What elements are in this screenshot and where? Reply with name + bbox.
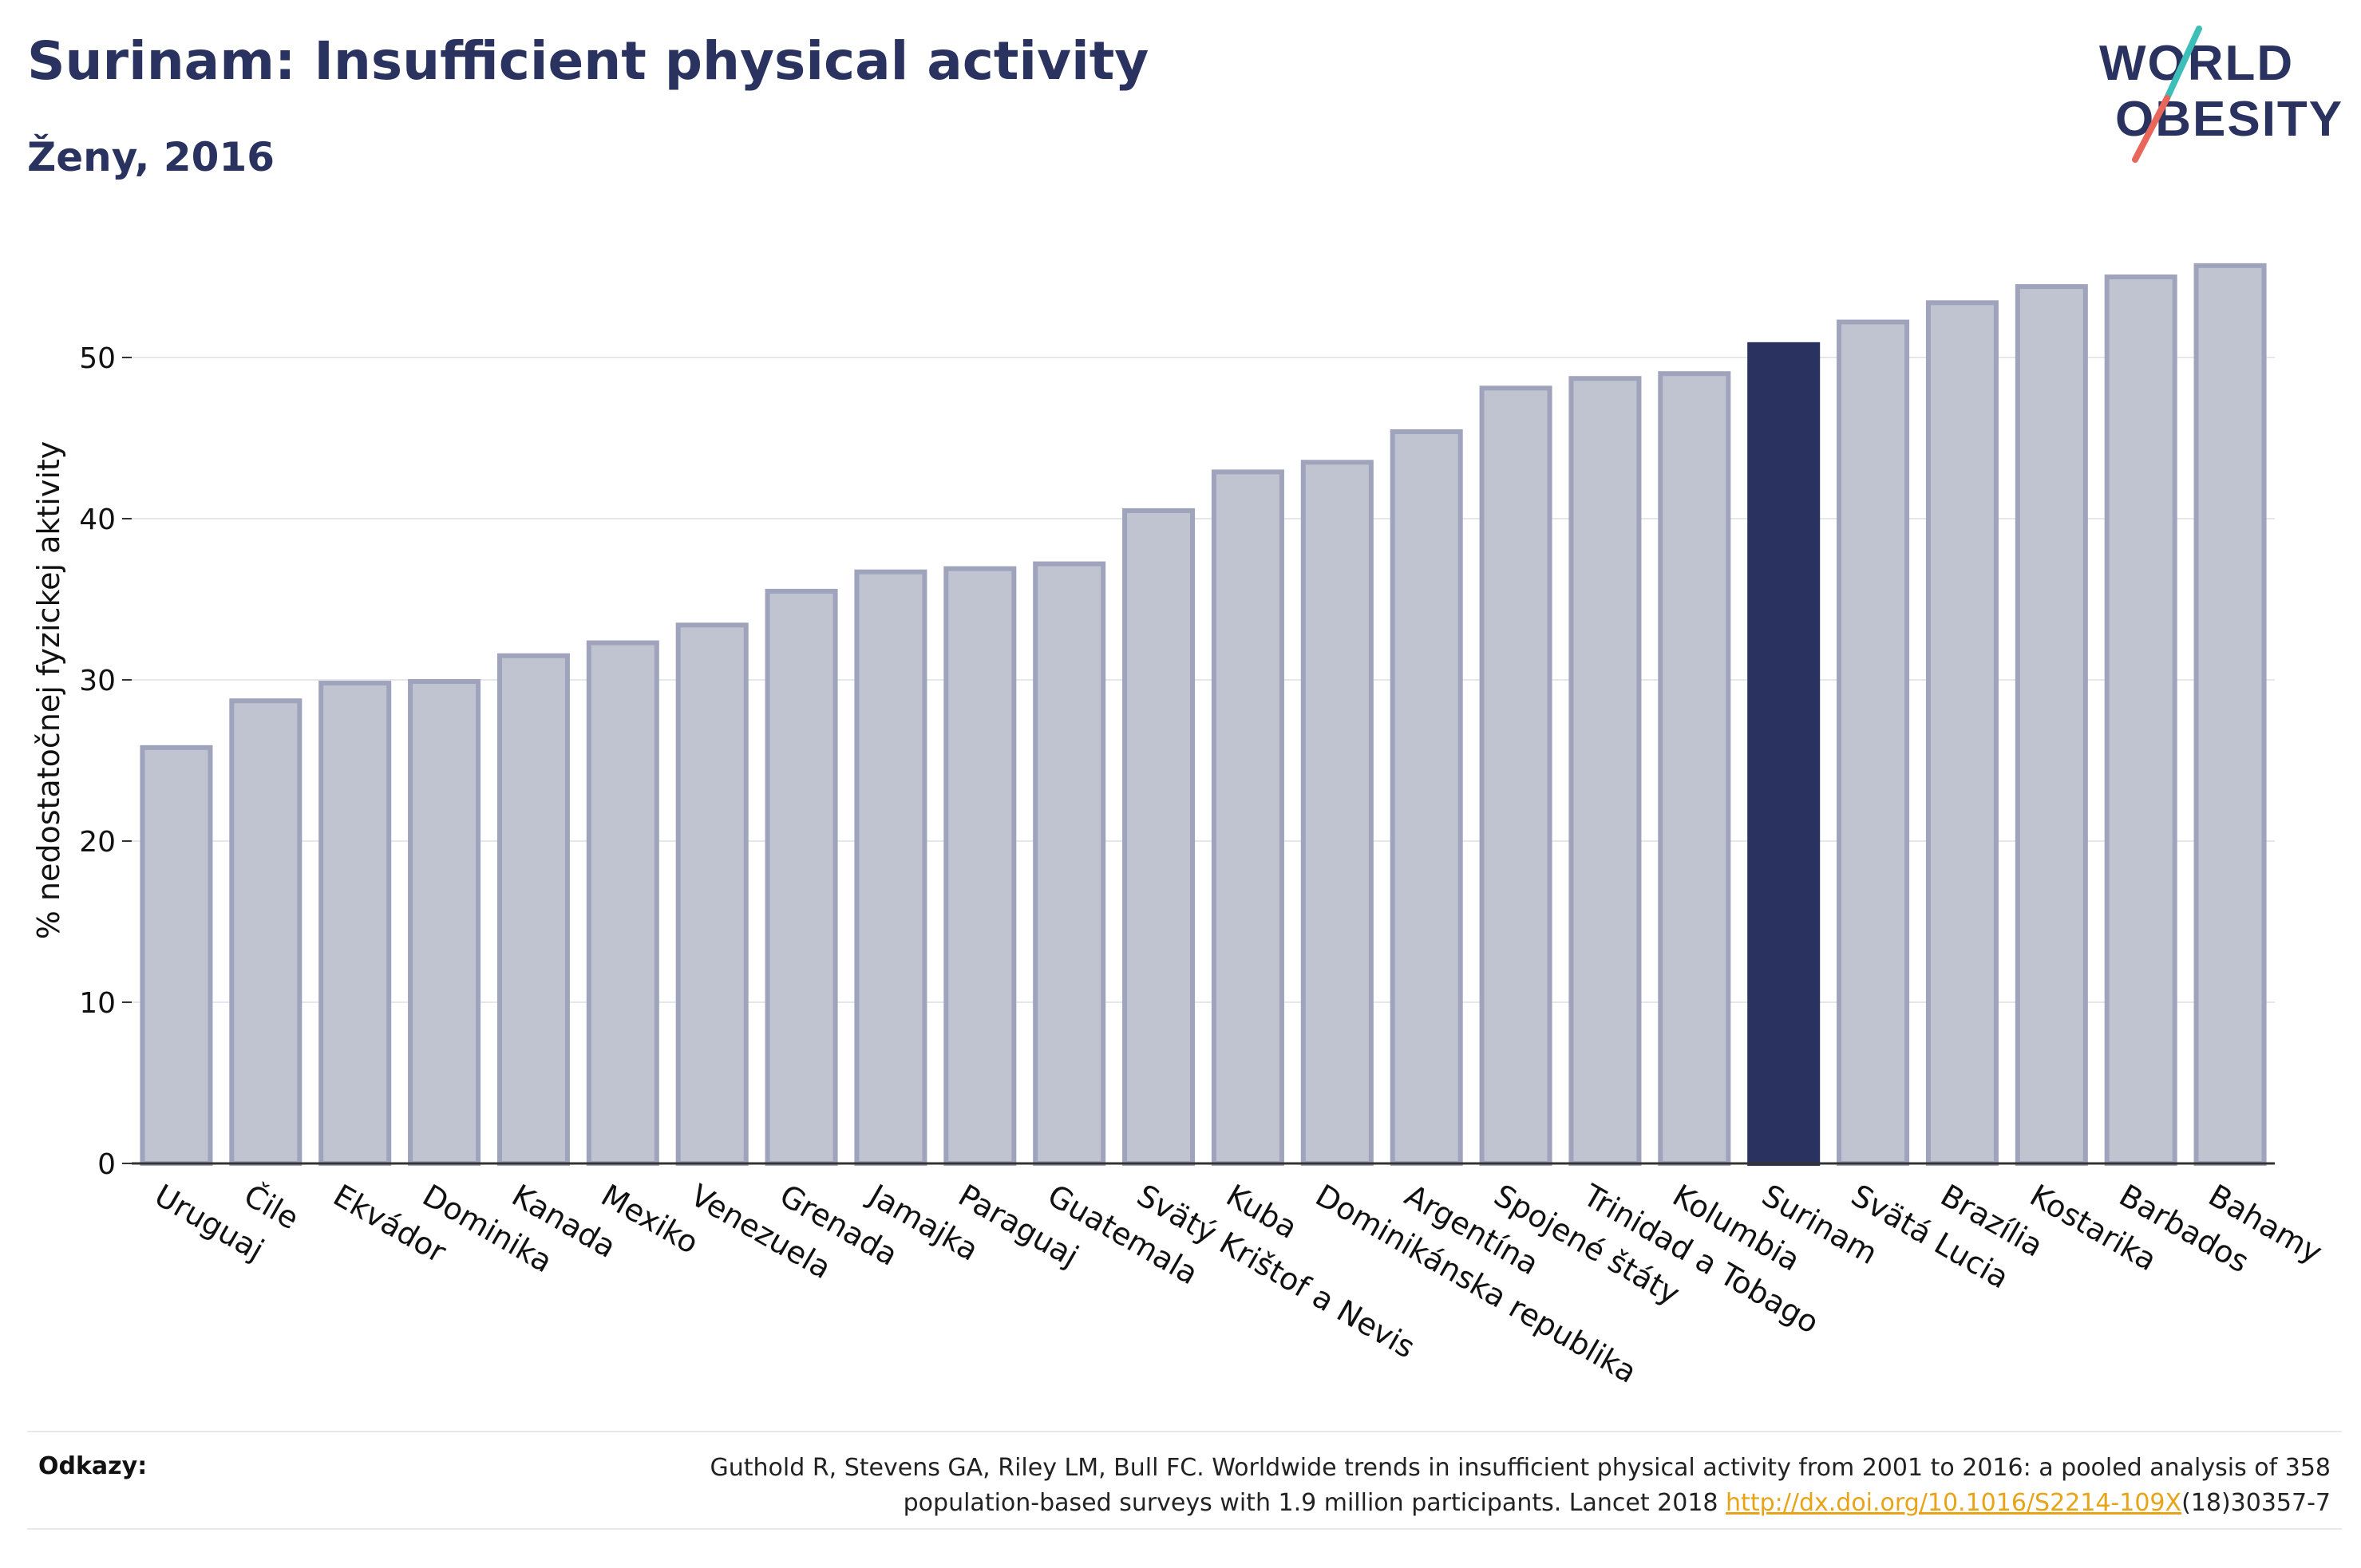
bar-kanada [496,653,570,1166]
bar-kolumbia [1658,371,1731,1166]
bar-brazília [1925,300,1999,1167]
bar-guatemala [1033,561,1106,1166]
y-tick-label: 0 [97,1148,116,1181]
bar-čile [229,698,303,1166]
y-tick-label: 50 [79,342,116,375]
references-text: Guthold R, Stevens GA, Riley LM, Bull FC… [495,1451,2331,1521]
bar-mexiko [586,640,659,1166]
reference-line2: population-based surveys with 1.9 millio… [903,1489,1726,1517]
reference-line1: Guthold R, Stevens GA, Riley LM, Bull FC… [710,1454,2331,1482]
bar-argentína [1390,429,1463,1166]
bar-venezuela [675,622,749,1166]
gridlines [132,357,2275,1003]
bar-bahamy [2193,263,2267,1166]
y-tick-label: 30 [79,665,116,697]
y-axis-label: % nedostatočnej fyzickej aktivity [31,441,66,940]
bar-jamajka [854,569,927,1166]
world-obesity-logo: WORLD OBESITY [2099,26,2342,163]
bar-uruguaj [140,745,213,1166]
logo-slash-red [2132,95,2170,163]
references-top-divider [27,1431,2342,1432]
y-tick-label: 20 [79,826,116,859]
references-bottom-divider [27,1528,2342,1530]
references-label: Odkazy: [38,1452,148,1480]
bar-svätý-krištof-a-nevis [1122,508,1196,1166]
bar-kuba [1211,469,1284,1166]
bar-ekvádor [318,681,392,1166]
chart-title: Surinam: Insufficient physical activity [27,30,1149,92]
logo-slash-teal [2164,26,2202,101]
reference-line2-end: (18)30357-7 [2181,1489,2331,1517]
bars [140,263,2267,1167]
reference-doi-link[interactable]: http://dx.doi.org/10.1016/S2214-109X [1726,1489,2182,1517]
bar-surinam [1747,342,1821,1167]
bar-dominikánska-republika [1300,460,1374,1166]
bar-trinidad-a-tobago [1568,376,1642,1166]
bar-svätá-lucia [1837,319,1910,1166]
logo-text-line1: WORLD [2099,36,2294,91]
bar-grenada [765,588,838,1166]
bar-kostarika [2015,284,2088,1166]
bar-paraguaj [943,566,1017,1166]
chart-subtitle: Ženy, 2016 [27,134,275,180]
bar-barbados [2104,274,2177,1166]
y-tick-label: 10 [79,987,116,1020]
bar-dominika [408,679,481,1166]
bar-spojené-štáty [1479,385,1552,1166]
y-tick-label: 40 [79,504,116,536]
